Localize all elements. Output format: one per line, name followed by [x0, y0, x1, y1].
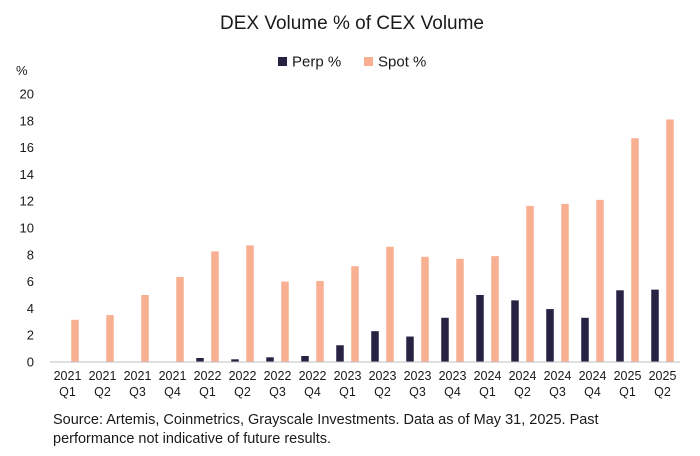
x-tick-label-year: 2023 [369, 369, 397, 383]
x-tick-label-quarter: Q1 [59, 385, 76, 399]
bar-perp [231, 359, 239, 362]
x-tick-label-quarter: Q3 [269, 385, 286, 399]
x-tick-label-quarter: Q2 [234, 385, 251, 399]
bar-perp [301, 355, 309, 362]
x-tick-label-year: 2024 [544, 369, 572, 383]
y-tick-labels: 0 2 4 6 8 10 12 14 16 18 20 [20, 87, 34, 370]
bar-spot [421, 256, 429, 362]
bar-spot [386, 246, 394, 362]
bar-perp [511, 300, 519, 362]
bar-spot [526, 205, 534, 362]
x-tick-label-quarter: Q1 [199, 385, 216, 399]
bar-perp [196, 357, 204, 362]
source-note: Source: Artemis, Coinmetrics, Grayscale … [53, 412, 599, 447]
bar-perp [371, 331, 379, 362]
x-tick-label-year: 2023 [439, 369, 467, 383]
bar-spot [561, 203, 569, 362]
bar-spot [631, 138, 639, 362]
x-tick-label-year: 2022 [229, 369, 257, 383]
x-tick-label-quarter: Q2 [654, 385, 671, 399]
bar-perp [406, 336, 414, 362]
y-tick-label: 16 [20, 140, 34, 155]
legend-swatch [364, 57, 373, 66]
y-tick-label: 0 [27, 355, 34, 370]
x-tick-label-quarter: Q2 [374, 385, 391, 399]
x-tick-label-year: 2025 [649, 369, 677, 383]
legend-swatch [278, 57, 287, 66]
bars [71, 119, 674, 363]
x-tick-label-quarter: Q1 [479, 385, 496, 399]
x-tick-label-year: 2022 [194, 369, 222, 383]
x-tick-label-quarter: Q4 [304, 385, 321, 399]
bar-perp [546, 309, 554, 362]
bar-spot [351, 266, 359, 362]
y-tick-label: 20 [20, 87, 34, 102]
y-tick-label: 8 [27, 247, 34, 262]
y-tick-label: 4 [27, 301, 34, 316]
x-tick-labels: 2021 Q1 2021 Q2 2021 Q3 2021 Q4 2022 Q1 2022 Q2 2022… [54, 369, 677, 399]
bar-spot [281, 281, 289, 362]
bar-perp [616, 290, 624, 362]
y-tick-label: 12 [20, 194, 34, 209]
x-tick-label-year: 2021 [54, 369, 82, 383]
y-axis-label: % [16, 63, 28, 78]
bar-perp [266, 357, 274, 362]
x-tick-label-year: 2022 [299, 369, 327, 383]
bar-spot [71, 319, 79, 362]
x-tick-label-year: 2025 [614, 369, 642, 383]
x-tick-label-quarter: Q3 [549, 385, 566, 399]
y-tick-label: 10 [20, 221, 34, 236]
bar-perp [441, 317, 449, 362]
x-tick-label-year: 2023 [404, 369, 432, 383]
x-tick-label-quarter: Q3 [409, 385, 426, 399]
legend-label: Perp % [292, 54, 341, 71]
x-tick-label-quarter: Q4 [164, 385, 181, 399]
bar-spot [491, 256, 499, 362]
bar-spot [176, 276, 184, 362]
bar-spot [211, 251, 219, 362]
x-tick-label-quarter: Q3 [129, 385, 146, 399]
x-tick-label-year: 2024 [474, 369, 502, 383]
x-tick-label-year: 2021 [89, 369, 117, 383]
bar-spot [316, 280, 324, 362]
bar-spot [666, 119, 674, 363]
x-tick-label-quarter: Q1 [619, 385, 636, 399]
x-tick-label-quarter: Q1 [339, 385, 356, 399]
bar-spot [596, 199, 604, 362]
y-tick-label: 18 [20, 113, 34, 128]
x-tick-label-year: 2024 [509, 369, 537, 383]
chart-svg: DEX Volume % of CEX Volume % Perp % Spot … [16, 13, 680, 399]
bar-spot [106, 315, 114, 362]
bar-perp [581, 317, 589, 362]
bar-perp [651, 289, 659, 362]
x-tick-label-year: 2022 [264, 369, 292, 383]
chart-title: DEX Volume % of CEX Volume [220, 13, 484, 34]
x-tick-label-quarter: Q4 [584, 385, 601, 399]
x-tick-label-quarter: Q2 [514, 385, 531, 399]
bar-spot [141, 295, 149, 362]
y-tick-label: 6 [27, 274, 34, 289]
bar-perp [476, 295, 484, 362]
bar-spot [246, 245, 254, 362]
y-tick-label: 14 [20, 167, 34, 182]
legend-label: Spot % [378, 54, 426, 71]
x-tick-label-year: 2024 [579, 369, 607, 383]
x-tick-label-year: 2021 [124, 369, 152, 383]
legend: Perp % Spot % [278, 54, 426, 71]
y-tick-label: 2 [27, 328, 34, 343]
x-tick-label-year: 2021 [159, 369, 187, 383]
x-tick-label-quarter: Q2 [94, 385, 111, 399]
bar-spot [456, 258, 464, 362]
x-tick-label-year: 2023 [334, 369, 362, 383]
bar-perp [336, 345, 344, 362]
x-tick-label-quarter: Q4 [444, 385, 461, 399]
